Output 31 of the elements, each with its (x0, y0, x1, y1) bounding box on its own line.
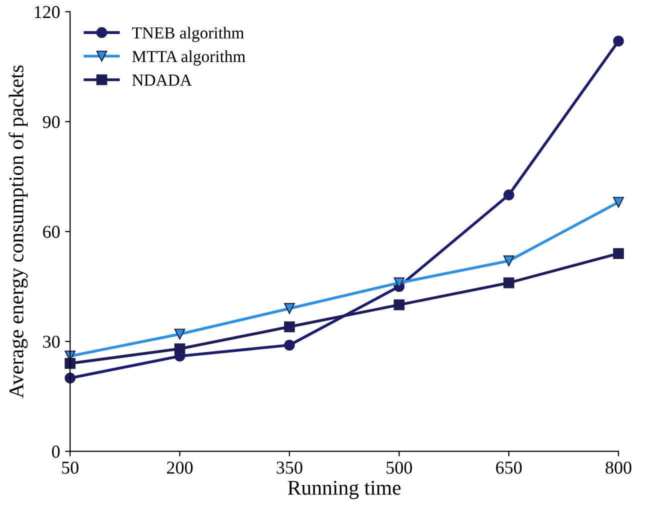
point (394, 277, 405, 288)
y-tick-label: 90 (42, 116, 60, 128)
point (284, 340, 295, 351)
x-tick-label: 350 (276, 462, 302, 474)
point (284, 321, 295, 332)
point (64, 358, 76, 369)
legend-label: NDADA (132, 74, 192, 86)
x-tick-label: 200 (167, 462, 193, 474)
point (503, 189, 514, 200)
x-tick-label: 500 (386, 462, 412, 474)
point (394, 299, 405, 310)
legend-label: TNEB algorithm (132, 26, 244, 42)
point (613, 36, 624, 46)
x-axis-title: Running time (288, 480, 401, 500)
y-tick-label: 120 (34, 6, 60, 18)
y-axis-title: Average energy consumption of packets (8, 65, 28, 398)
point (613, 196, 624, 208)
point (613, 248, 624, 259)
legend-label: MTTA algorithm (132, 50, 246, 66)
x-tick-label: 50 (62, 462, 78, 474)
y-tick-label: 0 (52, 446, 60, 458)
point (503, 255, 514, 266)
point (174, 343, 186, 354)
point (503, 277, 514, 288)
y-tick-label: 30 (43, 336, 60, 348)
point (284, 303, 295, 314)
y-tick-label: 60 (43, 226, 60, 238)
x-tick-label: 650 (496, 462, 522, 474)
point (64, 372, 76, 384)
point (174, 328, 186, 340)
x-tick-label: 800 (606, 462, 632, 474)
